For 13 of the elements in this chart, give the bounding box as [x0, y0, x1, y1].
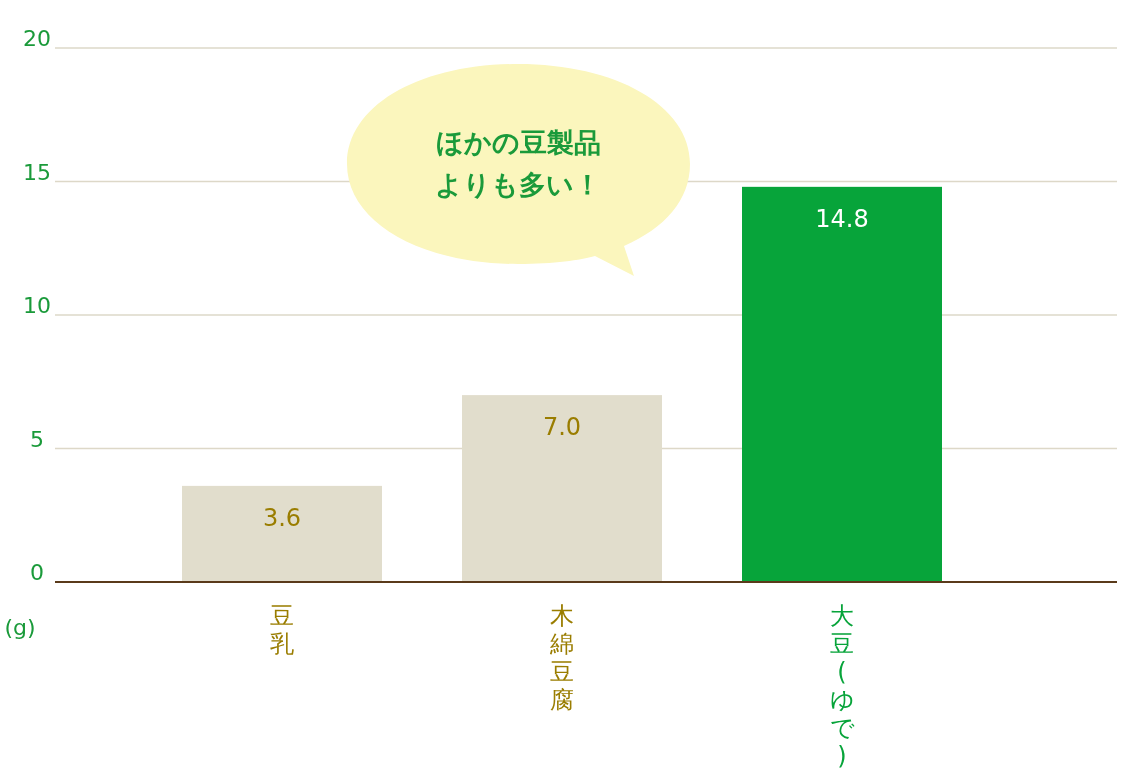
y-tick-label: 15 — [23, 159, 51, 185]
annotation: ほかの豆製品よりも多い！ — [435, 127, 601, 200]
y-tick-label: 0 — [30, 560, 44, 586]
y-tick-label: 10 — [23, 293, 51, 319]
y-axis-title: (g) — [4, 615, 36, 640]
data-label: 3.6 — [262, 503, 302, 532]
data-label: 14.8 — [815, 204, 869, 233]
y-tick-label: 5 — [30, 426, 44, 452]
x-tick-label: 豆乳 — [270, 602, 294, 658]
y-tick-label: 20 — [23, 26, 51, 52]
data-label: 7.0 — [542, 413, 582, 442]
x-tick-label: 木綿豆腐 — [549, 602, 574, 714]
x-tick-label: 大豆(ゆで) — [829, 602, 855, 770]
